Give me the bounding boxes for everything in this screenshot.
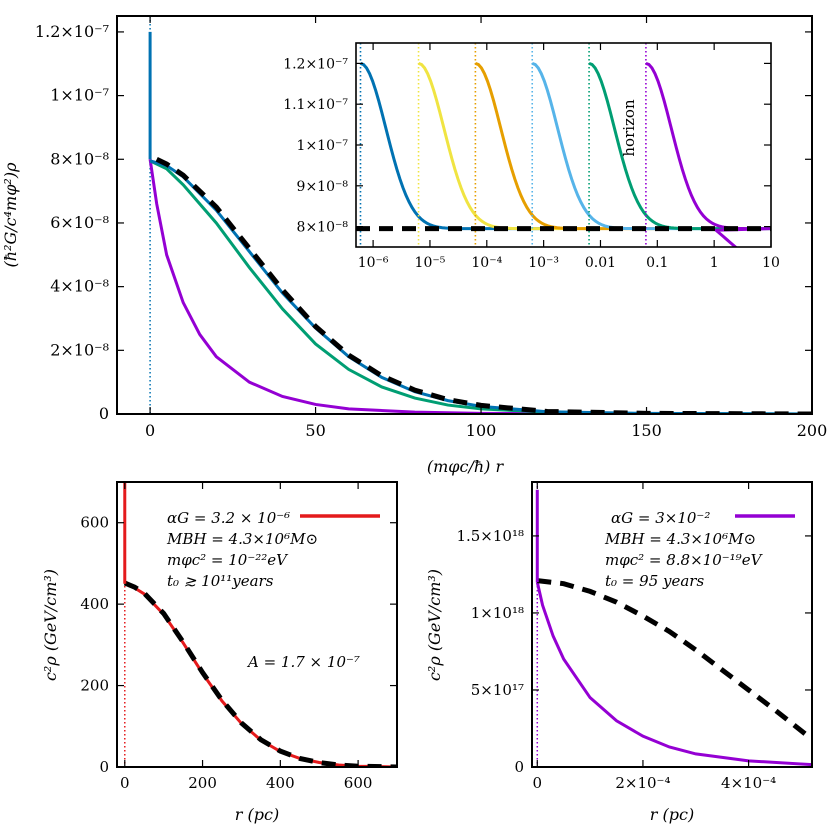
inset-xtick-label: 10⁻⁶ <box>358 255 389 271</box>
main-xtick-label: 200 <box>797 421 828 440</box>
br-xtick-label: 0 <box>533 774 543 792</box>
bottom-right-ticks: 0 2×10⁻⁴ 4×10⁻⁴ 0 5×10¹⁷ 1×10¹⁸ 1.5×10¹⁸ <box>456 482 812 792</box>
main-ylabel: (ħ²G/c⁴mφ²)ρ <box>1 162 20 268</box>
inset-ytick-label: 1.2×10⁻⁷ <box>283 56 348 72</box>
main-xtick-label: 0 <box>145 421 155 440</box>
inset-ytick-label: 1×10⁻⁷ <box>297 138 349 154</box>
main-frame <box>116 15 813 415</box>
inset-ytick-label: 1.1×10⁻⁷ <box>283 97 348 113</box>
main-series-black-dashed <box>155 157 812 414</box>
inset-series-group <box>356 43 771 247</box>
bottom-left-legend-1: αG = 3.2 × 10⁻⁶ <box>167 509 290 527</box>
inset-xtick-label: 0.1 <box>646 255 668 271</box>
bottom-right-legend-3: mφc² = 8.8×10⁻¹⁹eV <box>605 551 764 569</box>
inset-xtick-label: 1 <box>710 255 719 271</box>
br-ytick-label: 5×10¹⁷ <box>471 681 524 699</box>
bottom-left-plot-area <box>123 482 397 767</box>
bottom-right-legend-4: t₀ = 95 years <box>605 572 704 590</box>
br-series--g-3-10- <box>535 581 812 767</box>
bottom-right-legend-1: αG = 3×10⁻² <box>611 509 710 527</box>
main-xtick-label: 150 <box>631 421 662 440</box>
inset-xtick-label: 10⁻⁴ <box>471 255 502 271</box>
main-ytick-label: 0 <box>99 404 109 423</box>
bottom-left-panel: 0 200 400 600 0 200 400 600 αG = 3.2 × 10⁻⁶ MBH… <box>41 481 398 824</box>
bl-xtick-label: 400 <box>266 774 295 792</box>
br-xtick-label: 4×10⁻⁴ <box>721 774 776 792</box>
bl-series-group <box>123 482 397 767</box>
bl-xtick-label: 600 <box>344 774 373 792</box>
main-xtick-label: 50 <box>305 421 325 440</box>
main-ytick-label: 1×10⁻⁷ <box>50 86 109 105</box>
bottom-left-ylabel: c²ρ (GeV/cm³) <box>41 569 60 681</box>
inset-ytick-label: 9×10⁻⁸ <box>297 179 349 195</box>
main-panel: 0 50 100 150 200 0 2×10⁻⁸ 4×10⁻⁸ 6×10⁻⁸ 8×10⁻⁸ 1×1… <box>1 15 827 476</box>
bottom-right-legend-2: MBH = 4.3×10⁶M⊙ <box>604 530 756 548</box>
bl-ytick-label: 0 <box>99 758 109 776</box>
inset-xtick-label: 10⁻³ <box>528 255 559 271</box>
bl-ytick-label: 200 <box>80 677 109 695</box>
inset-plot-area <box>356 43 771 247</box>
bottom-left-xlabel: r (pc) <box>235 805 279 824</box>
inset-xtick-label: 10 <box>762 255 780 271</box>
inset-xtick-label: 0.01 <box>585 255 616 271</box>
br-ytick-label: 1×10¹⁸ <box>471 604 524 622</box>
main-ytick-label: 1.2×10⁻⁷ <box>35 22 109 41</box>
main-ytick-label: 4×10⁻⁸ <box>50 277 109 296</box>
bottom-left-legend-4: t₀ ≳ 10¹¹years <box>167 572 274 590</box>
bottom-right-xlabel: r (pc) <box>650 805 694 824</box>
bottom-left-annotation: A = 1.7 × 10⁻⁷ <box>246 653 360 671</box>
br-xtick-label: 2×10⁻⁴ <box>615 774 670 792</box>
bl-xtick-label: 200 <box>188 774 217 792</box>
bl-ytick-label: 600 <box>80 514 109 532</box>
bottom-left-legend-3: mφc² = 10⁻²²eV <box>167 551 289 569</box>
main-ticks: 0 50 100 150 200 0 2×10⁻⁸ 4×10⁻⁸ 6×10⁻⁸ 8×10⁻⁸ 1×1… <box>35 16 827 440</box>
main-ytick-label: 8×10⁻⁸ <box>50 149 109 168</box>
bottom-right-panel: 0 2×10⁻⁴ 4×10⁻⁴ 0 5×10¹⁷ 1×10¹⁸ 1.5×10¹⁸ αG = … <box>425 481 813 824</box>
bl-series-dashed <box>123 580 397 767</box>
inset-horizon-label: horizon <box>620 99 638 157</box>
bottom-left-frame <box>116 481 398 768</box>
bottom-right-ylabel: c²ρ (GeV/cm³) <box>425 569 444 681</box>
inset-ytick-label: 8×10⁻⁸ <box>297 220 349 236</box>
bl-xtick-label: 0 <box>120 774 130 792</box>
inset-xtick-label: 10⁻⁵ <box>415 255 446 271</box>
bottom-right-frame <box>531 481 813 768</box>
main-xlabel: (mφc/ħ) r <box>427 457 505 476</box>
inset-ticks: 10⁻⁶ 10⁻⁵ 10⁻⁴ 10⁻³ 0.01 0.1 1 10 8×10⁻⁸ 9×10⁻⁸ 1×… <box>283 43 780 271</box>
br-ytick-label: 0 <box>514 758 524 776</box>
br-ytick-label: 1.5×10¹⁸ <box>456 527 524 545</box>
br-series-dashed <box>536 578 812 742</box>
main-xtick-label: 100 <box>466 421 497 440</box>
main-ytick-label: 2×10⁻⁸ <box>50 340 109 359</box>
bottom-left-legend-2: MBH = 4.3×10⁶M⊙ <box>166 530 318 548</box>
inset-panel: 10⁻⁶ 10⁻⁵ 10⁻⁴ 10⁻³ 0.01 0.1 1 10 8×10⁻⁸ 9×10⁻⁸ 1×… <box>283 42 780 271</box>
bl-ytick-label: 400 <box>80 595 109 613</box>
bottom-left-ticks: 0 200 400 600 0 200 400 600 <box>80 482 397 792</box>
main-ytick-label: 6×10⁻⁸ <box>50 213 109 232</box>
